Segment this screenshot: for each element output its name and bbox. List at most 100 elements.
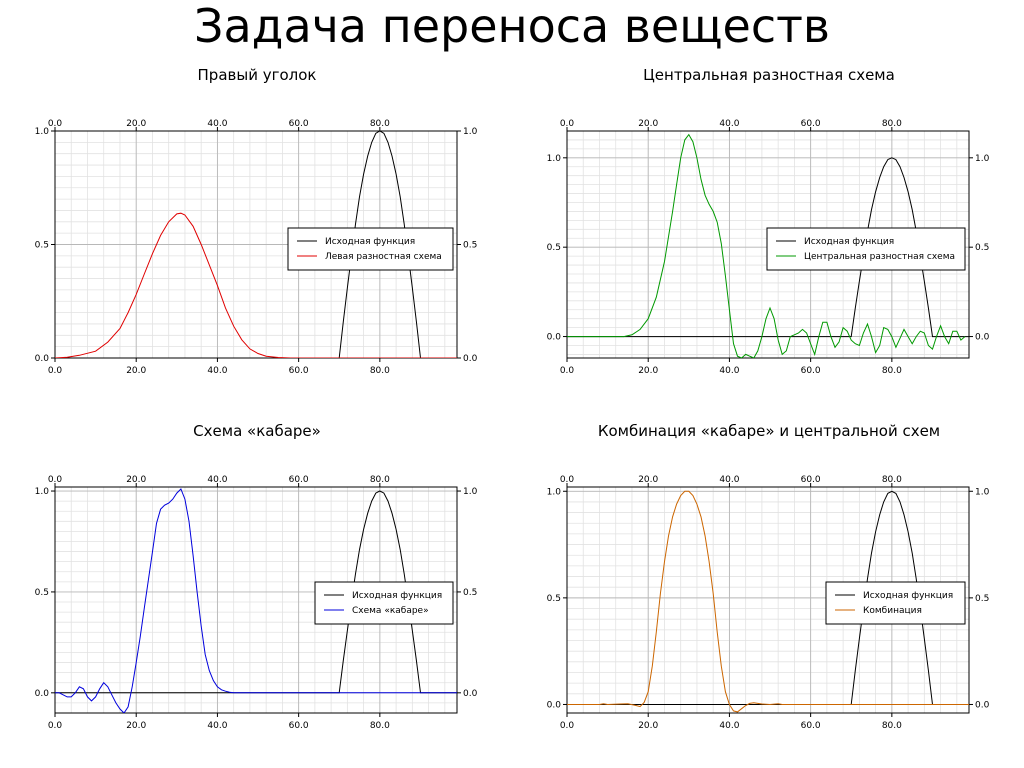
plot-frame — [54, 486, 458, 714]
y-tick-label-left: 1.0 — [547, 487, 562, 497]
x-tick-label-top: 20.0 — [126, 475, 146, 485]
x-tick-label-top: 80.0 — [882, 475, 902, 485]
chart-4: 0.0 0.0 20.0 20.0 40.0 40.0 60.0 60.0 80.0 80.0 0.… — [547, 475, 990, 731]
x-tick-label-top: 0.0 — [48, 475, 63, 485]
x-tick-label-top: 0.0 — [560, 475, 575, 485]
y-tick-label-left: 0.5 — [35, 241, 49, 251]
y-tick-label-right: 0.0 — [975, 333, 990, 343]
legend-label: Схема «кабаре» — [352, 606, 429, 616]
y-tick-label-right: 0.5 — [975, 594, 989, 604]
x-tick-label-top: 40.0 — [207, 475, 227, 485]
x-tick-label-bottom: 80.0 — [370, 721, 390, 731]
y-tick-label-right: 0.0 — [463, 354, 478, 364]
y-tick-label-left: 0.5 — [547, 243, 561, 253]
x-tick-label-bottom: 20.0 — [638, 721, 658, 731]
x-tick-label-top: 60.0 — [289, 119, 309, 129]
x-tick-label-top: 0.0 — [48, 119, 63, 129]
x-tick-label-top: 20.0 — [638, 475, 658, 485]
series-line-2 — [567, 490, 969, 713]
x-tick-label-top: 40.0 — [719, 119, 739, 129]
x-tick-label-bottom: 60.0 — [801, 721, 821, 731]
legend-label: Комбинация — [863, 606, 922, 616]
x-tick-label-bottom: 80.0 — [882, 721, 902, 731]
legend-label: Левая разностная схема — [325, 252, 442, 262]
plot-frame — [566, 486, 970, 714]
x-tick-label-bottom: 0.0 — [48, 721, 63, 731]
y-tick-label-left: 0.0 — [35, 354, 50, 364]
legend-label: Центральная разностная схема — [804, 252, 955, 262]
y-tick-label-left: 0.5 — [547, 594, 561, 604]
chart-title-3: Схема «кабаре» — [193, 422, 321, 440]
x-tick-label-bottom: 40.0 — [719, 721, 739, 731]
x-tick-label-top: 40.0 — [719, 475, 739, 485]
x-tick-label-bottom: 40.0 — [207, 366, 227, 376]
x-tick-label-bottom: 20.0 — [126, 366, 146, 376]
legend-box — [825, 581, 966, 625]
y-tick-label-right: 0.5 — [463, 588, 477, 598]
page-title: Задача переноса веществ — [193, 0, 831, 53]
y-tick-label-right: 1.0 — [975, 154, 990, 164]
x-tick-label-bottom: 0.0 — [560, 721, 575, 731]
x-tick-label-top: 60.0 — [801, 475, 821, 485]
x-tick-label-bottom: 20.0 — [126, 721, 146, 731]
ticks — [563, 483, 973, 717]
legend-label: Исходная функция — [352, 591, 442, 601]
y-tick-label-right: 1.0 — [975, 487, 990, 497]
x-tick-label-top: 80.0 — [370, 119, 390, 129]
x-tick-label-bottom: 0.0 — [560, 366, 575, 376]
x-tick-label-bottom: 80.0 — [882, 366, 902, 376]
x-tick-label-bottom: 40.0 — [719, 366, 739, 376]
y-tick-label-left: 1.0 — [35, 127, 50, 137]
series-line-2 — [567, 133, 966, 358]
chart-title-2: Центральная разностная схема — [643, 66, 895, 84]
y-tick-label-right: 0.5 — [975, 243, 989, 253]
x-tick-label-bottom: 40.0 — [207, 721, 227, 731]
legend-label: Исходная функция — [325, 237, 415, 247]
x-tick-label-top: 20.0 — [126, 119, 146, 129]
x-tick-label-bottom: 80.0 — [370, 366, 390, 376]
legend: Исходная функция Схема «кабаре» — [314, 581, 454, 625]
y-tick-label-right: 1.0 — [463, 487, 478, 497]
legend: Исходная функция Левая разностная схема — [287, 227, 454, 271]
legend-label: Исходная функция — [863, 591, 953, 601]
y-tick-label-right: 0.5 — [463, 241, 477, 251]
x-tick-label-bottom: 20.0 — [638, 366, 658, 376]
x-tick-label-top: 60.0 — [801, 119, 821, 129]
y-tick-label-left: 0.0 — [547, 333, 562, 343]
x-tick-label-bottom: 0.0 — [48, 366, 63, 376]
x-tick-label-top: 0.0 — [560, 119, 575, 129]
y-tick-label-left: 1.0 — [35, 487, 50, 497]
chart-2: 0.0 0.0 20.0 20.0 40.0 40.0 60.0 60.0 80.0 80.0 0.… — [547, 119, 990, 376]
legend-box — [766, 227, 966, 271]
x-tick-label-top: 60.0 — [289, 475, 309, 485]
x-tick-label-top: 80.0 — [882, 119, 902, 129]
chart-1: 0.0 0.0 20.0 20.0 40.0 40.0 60.0 60.0 80.0 80.0 0.… — [35, 119, 478, 376]
ticks — [563, 127, 973, 362]
chart-3: 0.0 0.0 20.0 20.0 40.0 40.0 60.0 60.0 80.0 80.0 0.… — [35, 475, 478, 731]
legend: Исходная функция Комбинация — [825, 581, 966, 625]
ticks — [51, 483, 461, 717]
y-tick-label-right: 1.0 — [463, 127, 478, 137]
x-tick-label-top: 40.0 — [207, 119, 227, 129]
x-tick-label-bottom: 60.0 — [289, 366, 309, 376]
legend-box — [314, 581, 454, 625]
chart-title-4: Комбинация «кабаре» и центральной схем — [597, 422, 941, 440]
x-tick-label-top: 80.0 — [370, 475, 390, 485]
legend-box — [287, 227, 454, 271]
y-tick-label-left: 0.0 — [547, 700, 562, 710]
x-tick-label-bottom: 60.0 — [289, 721, 309, 731]
legend: Исходная функция Центральная разностная с… — [766, 227, 966, 271]
y-tick-label-left: 1.0 — [547, 154, 562, 164]
ticks — [51, 127, 461, 362]
y-tick-label-right: 0.0 — [463, 689, 478, 699]
chart-title-1: Правый уголок — [197, 66, 317, 84]
y-tick-label-right: 0.0 — [975, 700, 990, 710]
series-line-2 — [55, 212, 457, 358]
legend-label: Исходная функция — [804, 237, 894, 247]
plot-frame — [566, 130, 970, 359]
x-tick-label-bottom: 60.0 — [801, 366, 821, 376]
series-line-2 — [55, 488, 457, 713]
y-tick-label-left: 0.0 — [35, 689, 50, 699]
y-tick-label-left: 0.5 — [35, 588, 49, 598]
